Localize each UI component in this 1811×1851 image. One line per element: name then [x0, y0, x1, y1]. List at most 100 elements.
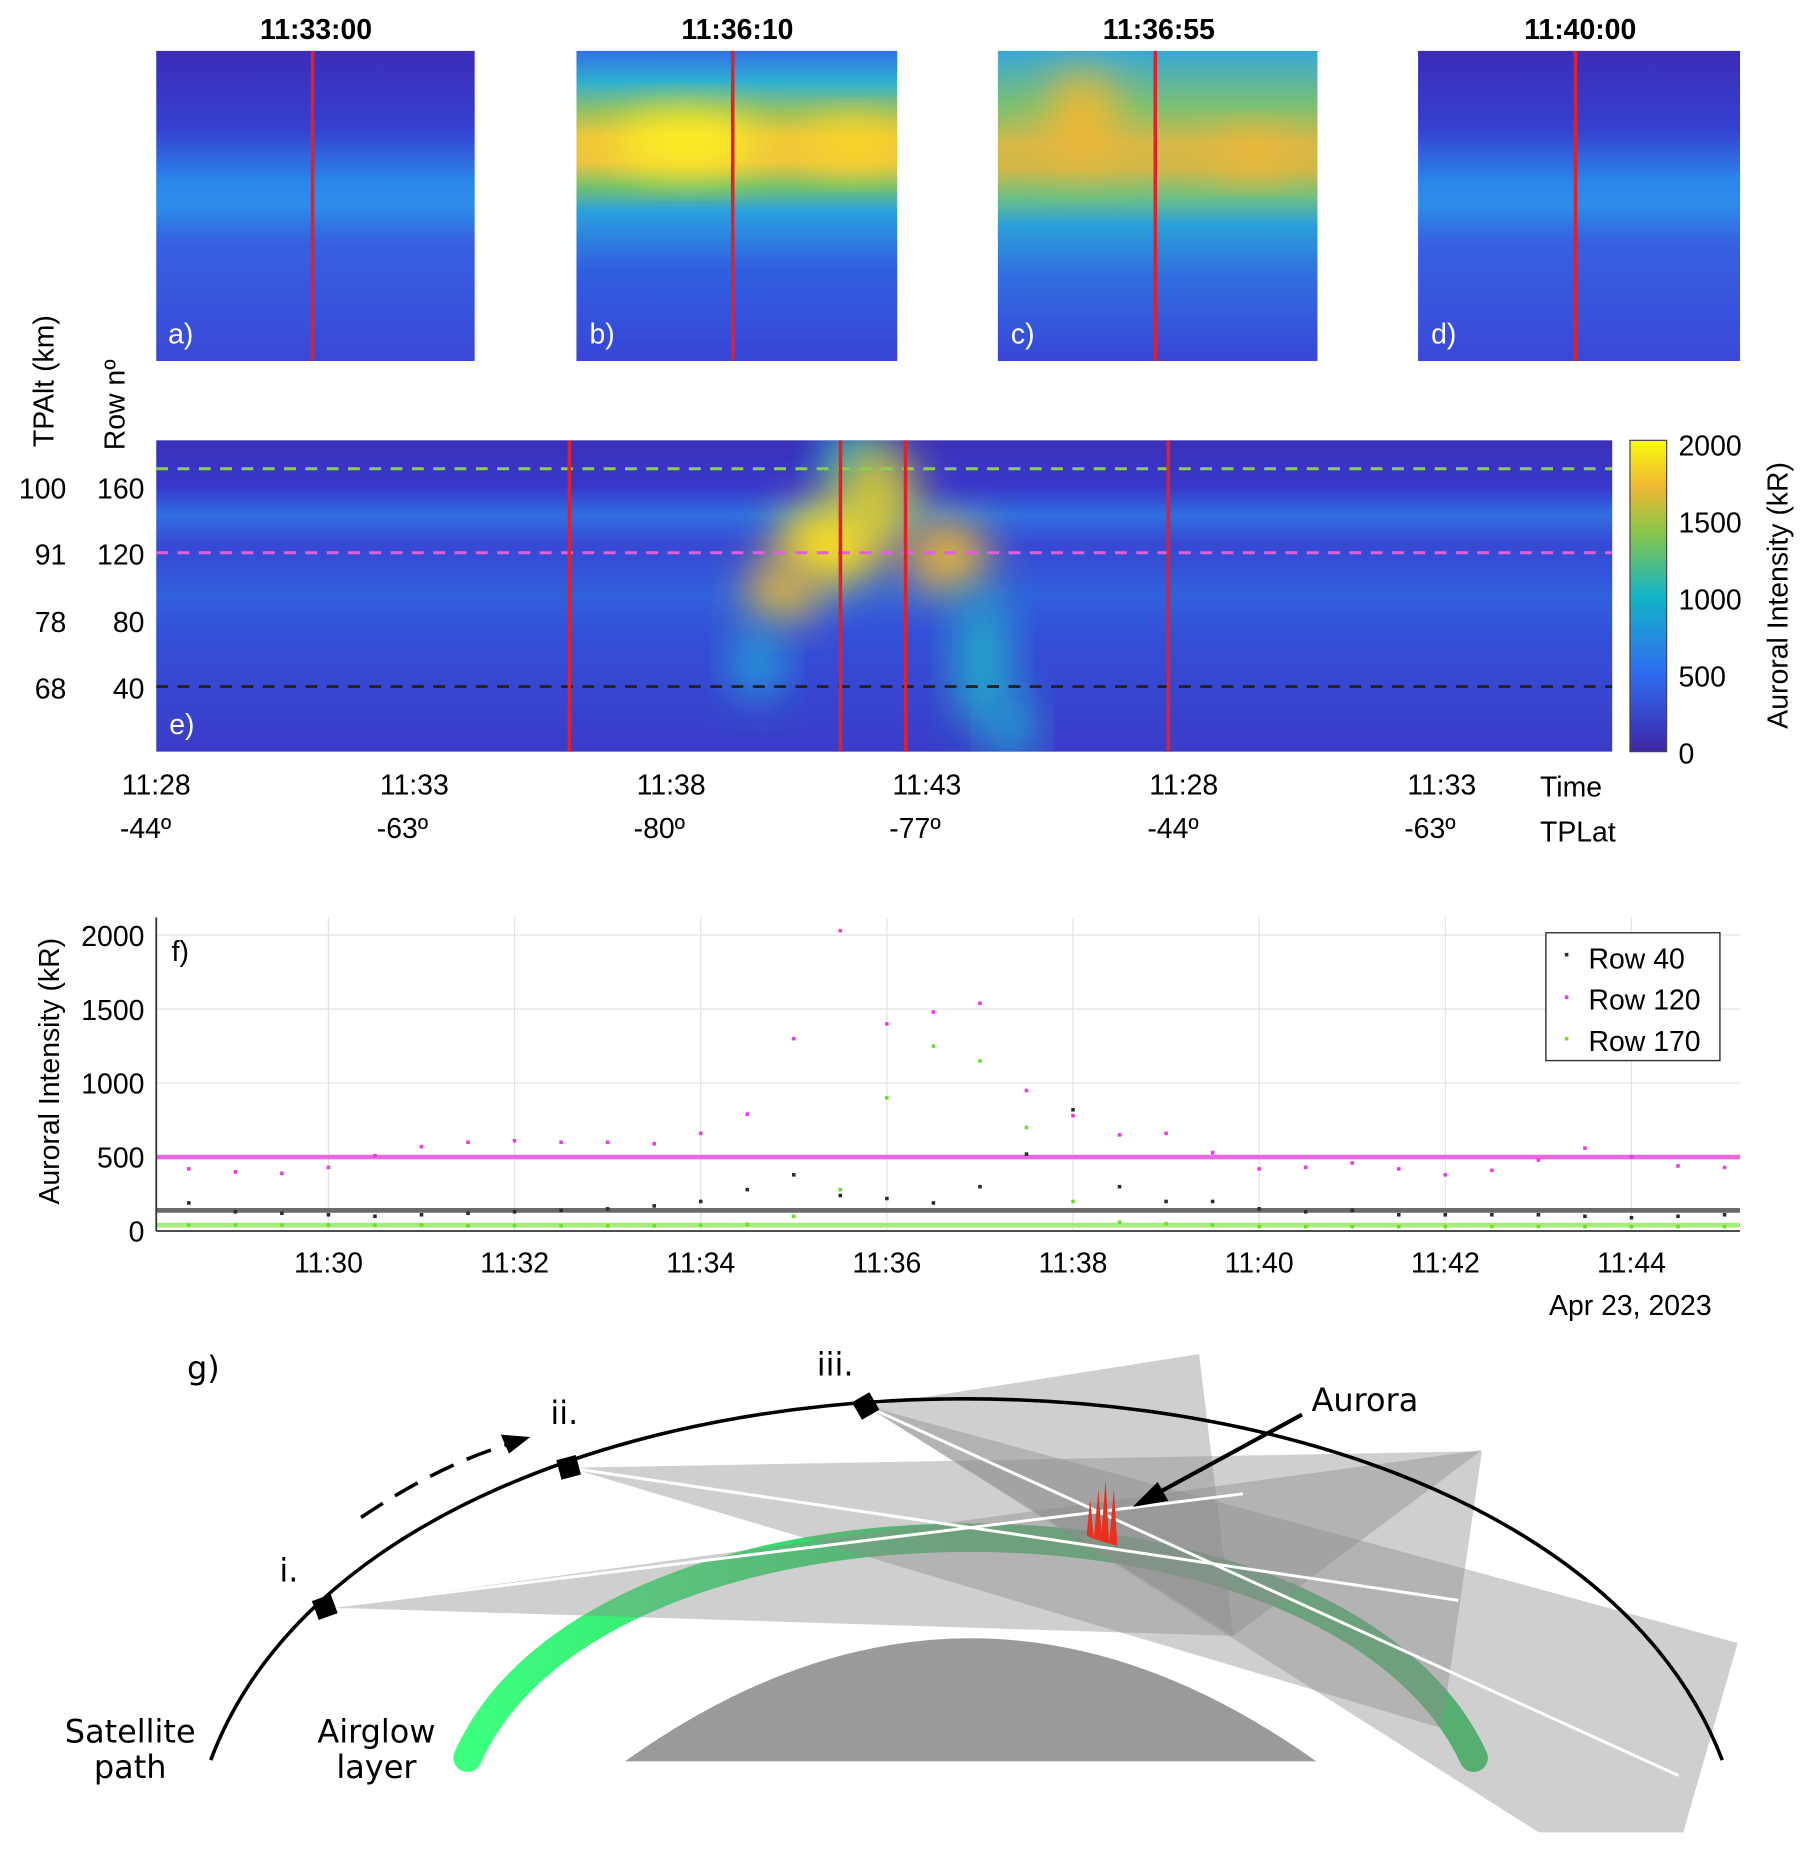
data-point-row-170	[512, 1224, 517, 1228]
data-point-row-40	[1210, 1199, 1215, 1204]
data-point-row-170	[885, 1096, 889, 1100]
data-point-row-120	[1303, 1165, 1308, 1170]
panel-d-image	[1418, 50, 1741, 362]
data-point-row-40	[978, 1184, 982, 1189]
data-point-row-170	[373, 1223, 377, 1227]
position-label-i: i.	[279, 1551, 298, 1589]
data-point-row-40	[326, 1212, 331, 1217]
data-point-row-120	[1257, 1167, 1261, 1171]
legend-entry-row-170: Row 170	[1589, 1026, 1701, 1058]
panel-f-label: f)	[172, 936, 189, 968]
aurora-label: Aurora	[1312, 1381, 1419, 1419]
data-point-row-170	[1722, 1224, 1727, 1229]
data-point-row-40	[1024, 1152, 1029, 1156]
data-point-row-40	[605, 1207, 610, 1211]
data-point-row-40	[838, 1193, 843, 1198]
data-point-row-170	[1490, 1224, 1494, 1229]
time-ticks: 11:28 11:33 11:38 11:43 11:28 11:33 -44º…	[120, 769, 1476, 845]
data-point-row-170	[559, 1224, 563, 1228]
data-point-row-40	[280, 1211, 284, 1216]
panel-c-title: 11:36:55	[1103, 14, 1215, 46]
data-point-row-40	[885, 1196, 889, 1201]
time-tick: 11:28	[122, 769, 191, 801]
data-point-row-40	[512, 1210, 517, 1214]
alt-tick: 68	[35, 673, 67, 705]
panel-b-label: b)	[589, 318, 614, 350]
y-tick-label: 2000	[81, 921, 144, 953]
data-point-row-170	[1350, 1224, 1355, 1229]
airglow-label-line1: Airglow	[317, 1712, 435, 1750]
time-tick: 11:38	[637, 769, 706, 801]
colorbar-tick: 1000	[1678, 585, 1741, 617]
data-point-row-170	[280, 1223, 284, 1227]
time-tick: 11:33	[1407, 769, 1476, 801]
data-point-row-120	[1071, 1113, 1075, 1118]
series-points	[187, 928, 1727, 1229]
satellite-path	[209, 1397, 1724, 1761]
panel-g-label: g)	[187, 1349, 220, 1387]
time-tick: 11:28	[1149, 769, 1218, 801]
data-point-row-170	[419, 1223, 424, 1227]
panel-b-image	[576, 50, 898, 362]
data-point-row-170	[1583, 1224, 1587, 1229]
data-point-row-120	[280, 1171, 284, 1176]
alt-tick: 78	[35, 607, 67, 639]
data-point-row-170	[1303, 1224, 1308, 1229]
lat-tick: -77º	[889, 813, 941, 845]
data-point-row-170	[1117, 1220, 1122, 1224]
data-point-row-170	[1536, 1224, 1541, 1229]
data-point-row-170	[698, 1223, 703, 1227]
data-point-row-170	[605, 1224, 610, 1228]
data-point-row-120	[1117, 1133, 1122, 1137]
data-point-row-40	[792, 1173, 796, 1177]
row-tick: 80	[113, 607, 145, 639]
lat-tick: -63º	[1404, 813, 1456, 845]
data-point-row-170	[1629, 1224, 1634, 1229]
data-point-row-40	[1536, 1212, 1541, 1217]
plot-area	[156, 917, 1741, 1232]
data-point-row-120	[838, 928, 843, 933]
field-of-view-i	[325, 1450, 1482, 1636]
airglow-layer	[453, 1523, 1488, 1772]
data-point-row-120	[1536, 1158, 1541, 1162]
data-point-row-40	[1071, 1107, 1075, 1112]
data-point-row-40	[466, 1211, 470, 1216]
data-point-row-120	[1629, 1155, 1634, 1159]
data-point-row-120	[652, 1141, 656, 1146]
row-axis-label: Row nº	[99, 359, 131, 450]
data-point-row-40	[1257, 1207, 1261, 1211]
data-point-row-170	[838, 1187, 843, 1192]
panel-c-label: c)	[1011, 318, 1035, 350]
aurora-icon	[1086, 1479, 1118, 1546]
lat-tick: -63º	[377, 813, 429, 845]
data-point-row-120	[745, 1112, 750, 1116]
x-tick-label: 11:32	[480, 1247, 549, 1279]
data-point-row-120	[419, 1144, 424, 1149]
direction-arrowhead-icon	[500, 1434, 531, 1454]
field-of-view-ii	[569, 1451, 1482, 1729]
aurora-arrow	[1153, 1412, 1304, 1497]
data-point-row-40	[559, 1208, 563, 1213]
row-tick: 40	[113, 673, 145, 705]
data-point-row-170	[326, 1223, 331, 1227]
row-tick: 160	[97, 473, 144, 505]
satellite-marker-i	[311, 1594, 338, 1621]
data-point-row-120	[187, 1167, 191, 1171]
data-point-row-170	[1071, 1199, 1075, 1204]
data-point-row-170	[1443, 1224, 1448, 1229]
lat-tick: -80º	[634, 813, 686, 845]
x-tick-label: 11:36	[852, 1247, 921, 1279]
data-point-row-120	[466, 1140, 470, 1145]
legend-marker-row-40	[1564, 952, 1569, 957]
data-point-row-120	[1350, 1161, 1355, 1165]
data-point-row-40	[233, 1210, 238, 1214]
panel-a-image	[156, 50, 475, 362]
data-point-row-40	[931, 1201, 936, 1205]
x-tick-label: 11:30	[294, 1247, 363, 1279]
data-point-row-40	[1676, 1214, 1680, 1219]
data-point-row-40	[1303, 1210, 1308, 1214]
data-point-row-40	[652, 1204, 656, 1208]
data-point-row-170	[1676, 1224, 1680, 1229]
colorbar	[1629, 439, 1668, 753]
